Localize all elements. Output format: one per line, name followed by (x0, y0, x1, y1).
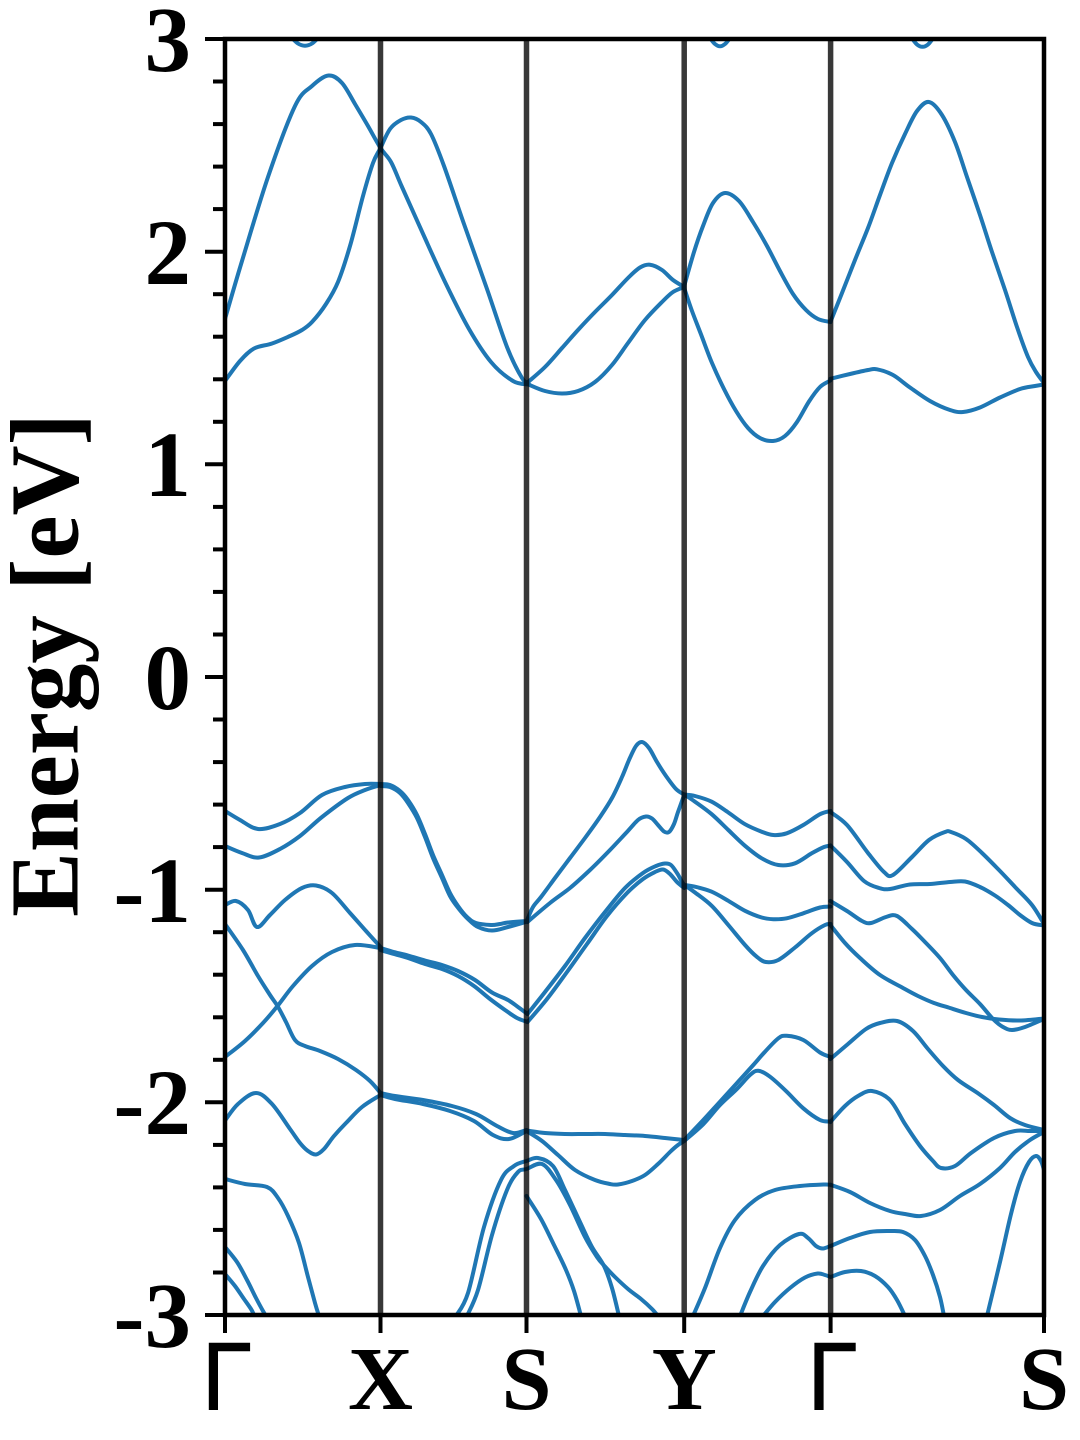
svg-text:S: S (1019, 1330, 1069, 1429)
svg-text:-2: -2 (114, 1052, 191, 1155)
svg-text:X: X (348, 1330, 413, 1429)
svg-text:-3: -3 (114, 1265, 191, 1368)
svg-text:-1: -1 (114, 840, 191, 943)
svg-text:2: 2 (145, 202, 192, 305)
svg-text:3: 3 (145, 0, 192, 92)
svg-text:Y: Y (652, 1330, 717, 1429)
svg-text:S: S (501, 1330, 551, 1429)
svg-text:1: 1 (145, 414, 192, 517)
svg-text:Energy [eV]: Energy [eV] (0, 413, 99, 917)
svg-text:0: 0 (145, 627, 192, 730)
